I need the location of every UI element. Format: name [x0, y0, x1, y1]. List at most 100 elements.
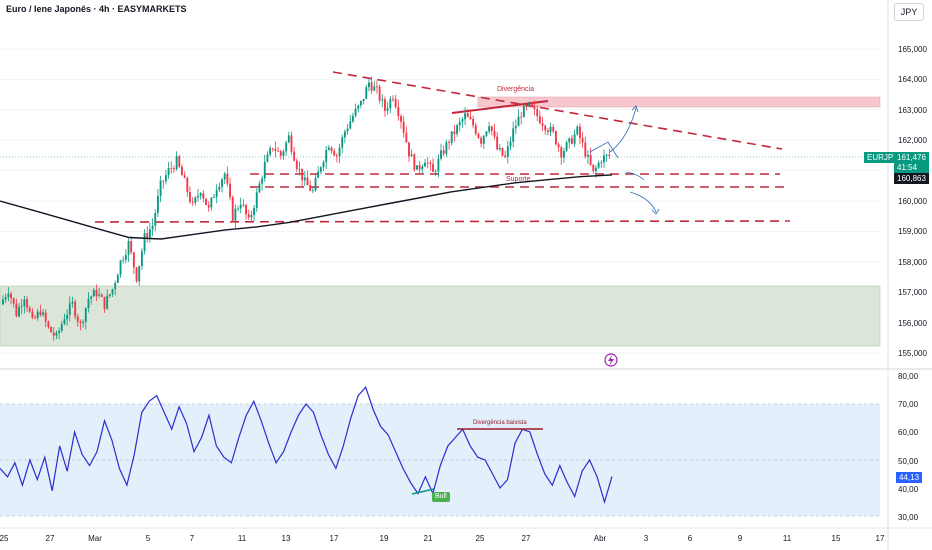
- candle-body: [587, 154, 589, 157]
- candle-body: [458, 121, 461, 126]
- candle-body: [31, 311, 34, 318]
- divergence-label: Divergência: [497, 86, 534, 93]
- candle-body: [181, 166, 183, 176]
- candle-body: [218, 186, 221, 190]
- candle-body: [335, 155, 338, 157]
- candle-body: [189, 192, 191, 202]
- candle-body: [263, 161, 266, 179]
- candle-body: [74, 301, 77, 317]
- candle-body: [359, 100, 362, 106]
- candle-body: [343, 131, 346, 138]
- candle-body: [285, 142, 288, 152]
- candle-body: [82, 321, 85, 324]
- projection-arrow-down: [629, 191, 657, 213]
- candle-body: [164, 175, 167, 182]
- last-price-badge: 161,476 41:54: [894, 152, 929, 174]
- candle-body: [581, 138, 584, 143]
- support-label: Suporte: [506, 176, 531, 183]
- candle-body: [282, 151, 285, 156]
- candle-body: [410, 154, 413, 157]
- candle-body: [290, 135, 293, 152]
- candle-body: [205, 198, 207, 205]
- candle-body: [148, 229, 151, 238]
- candle-body: [309, 185, 312, 191]
- rsi-value-badge: 44,13: [896, 472, 923, 483]
- candle-body: [600, 162, 603, 164]
- time-tick-label: 25: [475, 534, 485, 543]
- candle-body: [437, 158, 440, 172]
- candle-body: [354, 108, 357, 116]
- candle-body: [317, 171, 320, 178]
- time-tick-label: 27: [45, 534, 55, 543]
- candle-body: [365, 87, 368, 99]
- candle-body: [170, 167, 173, 169]
- time-tick-label: Mar: [88, 534, 102, 543]
- candle-body: [108, 294, 111, 296]
- candle-body: [442, 150, 445, 154]
- candle-body: [530, 102, 533, 107]
- rsi-bull-line: [411, 488, 435, 495]
- candle-body: [111, 289, 114, 295]
- candle-body: [456, 125, 459, 135]
- candle-body: [132, 252, 135, 268]
- candle-body: [7, 293, 10, 297]
- candle-body: [23, 299, 26, 307]
- demand-zone: [0, 285, 881, 347]
- candle-body: [199, 193, 202, 196]
- time-tick-label: 6: [687, 534, 693, 543]
- candle-body: [103, 296, 106, 309]
- candle-body: [528, 102, 531, 106]
- candle-body: [490, 126, 493, 131]
- candle-body: [568, 138, 571, 143]
- candle-body: [325, 149, 328, 163]
- candle-body: [608, 154, 611, 156]
- candle-body: [536, 109, 539, 117]
- candle-body: [242, 204, 245, 206]
- candle-body: [191, 201, 194, 203]
- candle-body: [597, 162, 600, 168]
- candle-body: [592, 164, 595, 171]
- candle-body: [370, 82, 373, 91]
- candle-body: [237, 208, 239, 210]
- candle-body: [322, 162, 325, 168]
- candle-body: [378, 86, 381, 101]
- candle-body: [333, 151, 336, 156]
- candle-body: [402, 121, 405, 133]
- candle-body: [223, 173, 226, 180]
- candle-body: [162, 180, 165, 182]
- rsi-divergence-label: Divergência baixista: [473, 420, 527, 426]
- candle-body: [349, 121, 352, 129]
- time-tick-label: 25: [0, 534, 9, 543]
- candle-body: [76, 316, 79, 322]
- candle-body: [424, 162, 426, 167]
- candle-body: [426, 162, 429, 164]
- candle-body: [319, 167, 322, 172]
- candle-body: [466, 113, 469, 117]
- time-tick-label: 11: [237, 534, 247, 543]
- price-tick-label: 159,000: [898, 227, 927, 237]
- candle-body: [234, 208, 237, 221]
- candle-body: [26, 299, 28, 308]
- currency-button[interactable]: JPY: [894, 3, 924, 21]
- candle-body: [36, 311, 39, 319]
- candle-body: [546, 130, 549, 133]
- lightning-icon[interactable]: [604, 353, 618, 367]
- candle-body: [63, 319, 66, 325]
- candle-body: [186, 177, 189, 193]
- candle-body: [138, 265, 141, 282]
- candle-body: [448, 142, 451, 143]
- candle-body: [271, 148, 274, 150]
- candle-body: [373, 86, 376, 91]
- candle-body: [464, 113, 467, 120]
- candle-body: [42, 312, 45, 315]
- candle-body: [221, 179, 223, 187]
- candle-body: [255, 192, 258, 209]
- candle-body: [474, 125, 477, 134]
- price-tick-label: 155,000: [898, 349, 927, 358]
- time-tick-label: 3: [643, 534, 649, 543]
- candle-body: [303, 177, 306, 181]
- candle-body: [301, 168, 304, 181]
- candle-body: [544, 125, 547, 131]
- bull-label: Bull: [432, 492, 450, 502]
